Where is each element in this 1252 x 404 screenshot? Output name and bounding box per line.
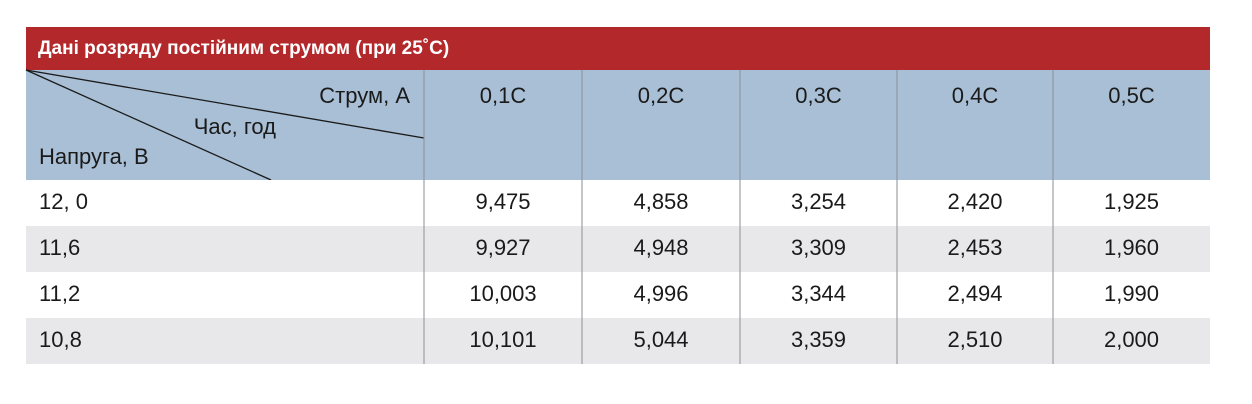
time-cell: 3,309: [791, 235, 846, 260]
time-cell: 10,003: [469, 281, 536, 306]
voltage-cell: 11,6: [39, 235, 80, 260]
table-row: [26, 180, 1210, 226]
table-row: [26, 318, 1210, 364]
time-cell: 4,858: [633, 189, 688, 214]
corner-label: Напруга, В: [39, 144, 149, 169]
time-cell: 4,948: [633, 235, 688, 260]
time-cell: 1,925: [1104, 189, 1159, 214]
time-cell: 3,254: [791, 189, 846, 214]
column-header: 0,3C: [795, 83, 842, 108]
time-cell: 2,420: [947, 189, 1002, 214]
time-cell: 1,990: [1104, 281, 1159, 306]
voltage-cell: 12, 0: [39, 189, 88, 214]
corner-diagonal: [25, 69, 272, 181]
time-cell: 2,510: [947, 327, 1002, 352]
column-header: 0,4C: [952, 83, 999, 108]
corner-diagonal: [25, 69, 425, 139]
time-cell: 10,101: [469, 327, 536, 352]
header-row: [26, 70, 1210, 180]
time-cell: 3,344: [791, 281, 846, 306]
table-title: Дані розряду постійним струмом (при 25˚C…: [38, 38, 449, 59]
time-cell: 2,453: [947, 235, 1002, 260]
time-cell: 9,475: [475, 189, 530, 214]
table-row: [26, 226, 1210, 272]
time-cell: 9,927: [475, 235, 530, 260]
corner-label: Струм, А: [319, 83, 410, 108]
voltage-cell: 10,8: [39, 327, 82, 352]
column-header: 0,2C: [638, 83, 685, 108]
column-header: 0,5C: [1108, 83, 1155, 108]
time-cell: 2,000: [1104, 327, 1159, 352]
time-cell: 4,996: [633, 281, 688, 306]
corner-label: Час, год: [194, 114, 276, 139]
table-row: [26, 272, 1210, 318]
time-cell: 3,359: [791, 327, 846, 352]
time-cell: 5,044: [633, 327, 688, 352]
column-header: 0,1C: [480, 83, 527, 108]
time-cell: 1,960: [1104, 235, 1159, 260]
title-bar: [26, 27, 1210, 70]
time-cell: 2,494: [947, 281, 1002, 306]
table-body: 0,1C 0,2C 0,3C 0,4C 0,5C 12, 0 9,475 4,858 3,254…: [26, 70, 1210, 364]
voltage-cell: 11,2: [39, 281, 80, 306]
